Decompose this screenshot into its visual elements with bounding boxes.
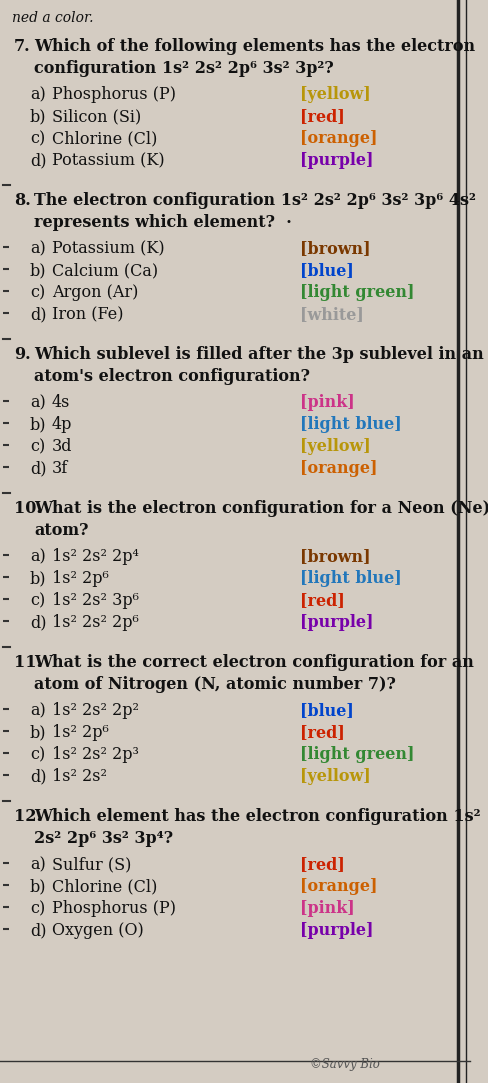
- Text: Which of the following elements has the electron: Which of the following elements has the …: [34, 38, 474, 55]
- Text: b): b): [30, 570, 46, 587]
- Text: ©Savvy Bio: ©Savvy Bio: [309, 1058, 379, 1071]
- Text: 4s: 4s: [52, 394, 70, 412]
- Text: a): a): [30, 548, 46, 565]
- Text: Phosphorus (P): Phosphorus (P): [52, 86, 176, 103]
- Text: [purple]: [purple]: [299, 922, 373, 939]
- Text: c): c): [30, 130, 45, 147]
- Text: 11.: 11.: [14, 654, 42, 671]
- Text: Phosphorus (P): Phosphorus (P): [52, 900, 176, 917]
- Text: a): a): [30, 240, 46, 257]
- Text: 12.: 12.: [14, 808, 42, 825]
- Text: d): d): [30, 614, 46, 631]
- Text: atom?: atom?: [34, 522, 88, 539]
- Text: Chlorine (Cl): Chlorine (Cl): [52, 878, 157, 895]
- Text: [brown]: [brown]: [299, 548, 370, 565]
- Text: c): c): [30, 592, 45, 609]
- Text: Potassium (K): Potassium (K): [52, 240, 164, 257]
- Text: [light blue]: [light blue]: [299, 570, 401, 587]
- Text: 1s² 2s² 3p⁶: 1s² 2s² 3p⁶: [52, 592, 139, 609]
- Text: 9.: 9.: [14, 345, 31, 363]
- Text: Silicon (Si): Silicon (Si): [52, 108, 141, 125]
- Text: 3d: 3d: [52, 438, 72, 455]
- Text: 1s² 2s² 2p²: 1s² 2s² 2p²: [52, 702, 139, 719]
- Text: ned a color.: ned a color.: [12, 11, 93, 25]
- Text: [red]: [red]: [299, 725, 344, 741]
- Text: 2s² 2p⁶ 3s² 3p⁴?: 2s² 2p⁶ 3s² 3p⁴?: [34, 830, 173, 847]
- Text: 1s² 2s²: 1s² 2s²: [52, 768, 107, 785]
- Text: 4p: 4p: [52, 416, 72, 433]
- Text: Sulfur (S): Sulfur (S): [52, 856, 131, 873]
- Text: a): a): [30, 702, 46, 719]
- Text: What is the electron configuration for a Neon (Ne): What is the electron configuration for a…: [34, 500, 488, 517]
- Text: Potassium (K): Potassium (K): [52, 152, 164, 169]
- Text: 1s² 2p⁶: 1s² 2p⁶: [52, 570, 109, 587]
- Text: c): c): [30, 438, 45, 455]
- Text: b): b): [30, 262, 46, 279]
- Text: [orange]: [orange]: [299, 130, 377, 147]
- Text: [blue]: [blue]: [299, 702, 353, 719]
- Text: [pink]: [pink]: [299, 900, 354, 917]
- Text: [light green]: [light green]: [299, 746, 414, 764]
- Text: d): d): [30, 768, 46, 785]
- Text: [yellow]: [yellow]: [299, 768, 370, 785]
- Text: Iron (Fe): Iron (Fe): [52, 306, 123, 323]
- Text: b): b): [30, 878, 46, 895]
- Text: 7.: 7.: [14, 38, 31, 55]
- Text: [orange]: [orange]: [299, 878, 377, 895]
- Text: b): b): [30, 416, 46, 433]
- Text: 1s² 2s² 2p⁶: 1s² 2s² 2p⁶: [52, 614, 139, 631]
- Text: d): d): [30, 306, 46, 323]
- Text: 1s² 2s² 2p³: 1s² 2s² 2p³: [52, 746, 139, 764]
- Text: [red]: [red]: [299, 856, 344, 873]
- Text: 1s² 2s² 2p⁴: 1s² 2s² 2p⁴: [52, 548, 139, 565]
- Text: [red]: [red]: [299, 108, 344, 125]
- Text: [light green]: [light green]: [299, 284, 414, 301]
- Text: a): a): [30, 394, 46, 412]
- Text: [yellow]: [yellow]: [299, 438, 370, 455]
- Text: [light blue]: [light blue]: [299, 416, 401, 433]
- Text: Argon (Ar): Argon (Ar): [52, 284, 138, 301]
- Text: The electron configuration 1s² 2s² 2p⁶ 3s² 3p⁶ 4s²: The electron configuration 1s² 2s² 2p⁶ 3…: [34, 192, 475, 209]
- Text: [red]: [red]: [299, 592, 344, 609]
- Text: 8.: 8.: [14, 192, 31, 209]
- Text: d): d): [30, 922, 46, 939]
- Text: Oxygen (O): Oxygen (O): [52, 922, 143, 939]
- Text: atom of Nitrogen (N, atomic number 7)?: atom of Nitrogen (N, atomic number 7)?: [34, 676, 395, 693]
- Text: Calcium (Ca): Calcium (Ca): [52, 262, 158, 279]
- Text: Which sublevel is filled after the 3p sublevel in an: Which sublevel is filled after the 3p su…: [34, 345, 483, 363]
- Text: [yellow]: [yellow]: [299, 86, 370, 103]
- Text: [pink]: [pink]: [299, 394, 354, 412]
- Text: c): c): [30, 746, 45, 764]
- Text: [white]: [white]: [299, 306, 363, 323]
- Text: b): b): [30, 108, 46, 125]
- Text: [brown]: [brown]: [299, 240, 370, 257]
- Text: d): d): [30, 152, 46, 169]
- Text: [blue]: [blue]: [299, 262, 353, 279]
- Text: [purple]: [purple]: [299, 152, 373, 169]
- Text: b): b): [30, 725, 46, 741]
- Text: 10.: 10.: [14, 500, 42, 517]
- Text: a): a): [30, 856, 46, 873]
- Text: atom's electron configuration?: atom's electron configuration?: [34, 368, 309, 384]
- Text: configuration 1s² 2s² 2p⁶ 3s² 3p²?: configuration 1s² 2s² 2p⁶ 3s² 3p²?: [34, 60, 333, 77]
- Text: d): d): [30, 460, 46, 477]
- Text: c): c): [30, 284, 45, 301]
- Text: 1s² 2p⁶: 1s² 2p⁶: [52, 725, 109, 741]
- Text: c): c): [30, 900, 45, 917]
- Text: 3f: 3f: [52, 460, 68, 477]
- Text: What is the correct electron configuration for an: What is the correct electron configurati…: [34, 654, 473, 671]
- Text: a): a): [30, 86, 46, 103]
- Text: Which element has the electron configuration 1s²: Which element has the electron configura…: [34, 808, 480, 825]
- Text: represents which element?  ·: represents which element? ·: [34, 214, 291, 231]
- Text: [orange]: [orange]: [299, 460, 377, 477]
- Text: Chlorine (Cl): Chlorine (Cl): [52, 130, 157, 147]
- Text: [purple]: [purple]: [299, 614, 373, 631]
